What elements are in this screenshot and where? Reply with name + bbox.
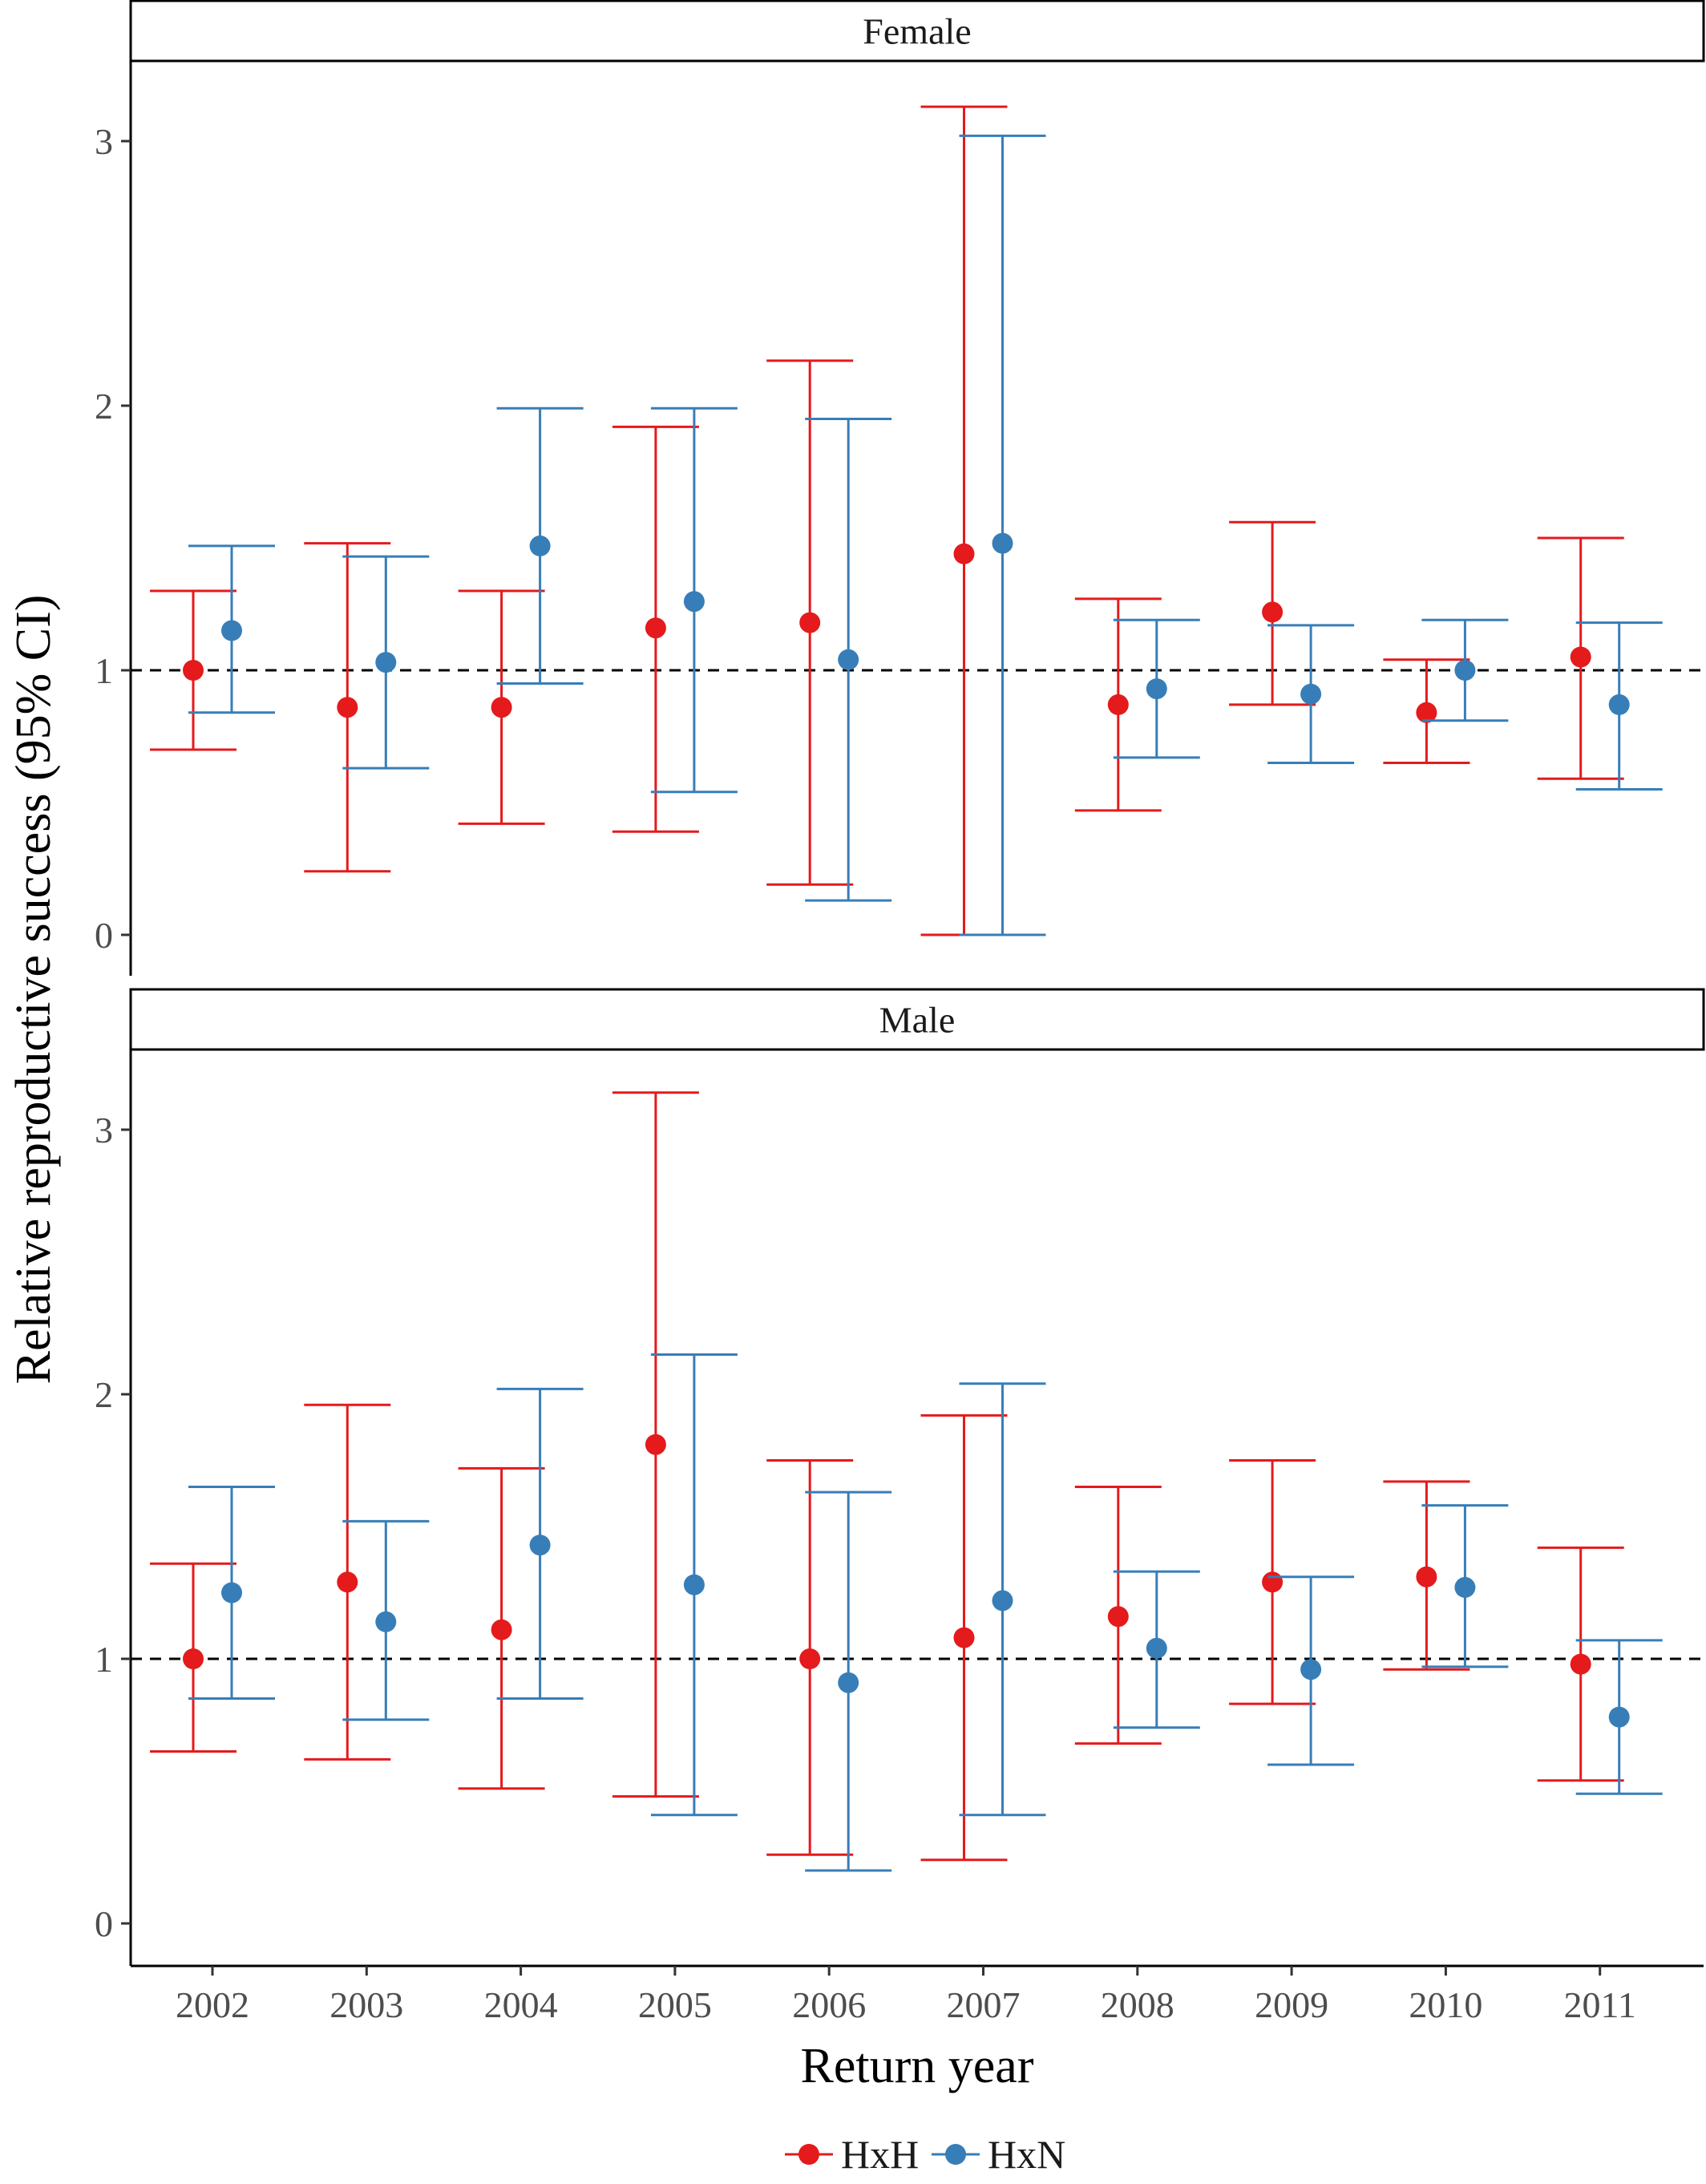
point-hxn <box>221 620 242 641</box>
x-tick-label: 2011 <box>1564 1984 1636 2025</box>
y-tick-label: 2 <box>95 1374 113 1415</box>
point-hxn <box>529 535 551 556</box>
point-hxn <box>683 591 705 613</box>
x-tick-label: 2010 <box>1409 1984 1482 2025</box>
point-hxn <box>1454 1576 1476 1598</box>
point-hxh <box>1570 1653 1591 1675</box>
point-hxh <box>1262 1571 1284 1593</box>
x-tick-label: 2008 <box>1101 1984 1174 2025</box>
point-hxh <box>953 543 975 564</box>
legend-label: HxN <box>988 2132 1065 2177</box>
point-hxh <box>1570 646 1591 668</box>
legend-label: HxH <box>841 2132 919 2177</box>
point-hxn <box>838 649 859 670</box>
point-hxh <box>799 612 821 633</box>
point-hxn <box>1146 1637 1167 1659</box>
series-hxn <box>188 134 1663 936</box>
panels-layer: Female 0 1 2 3 Male 0 1 2 3 2002 2003 2004 2005 2006 20… <box>95 0 1705 2025</box>
point-hxn <box>375 1611 397 1632</box>
legend-key-point <box>798 2144 819 2165</box>
strip-label: Male <box>879 1000 956 1041</box>
legend-key-point <box>945 2144 966 2165</box>
point-hxn <box>683 1574 705 1596</box>
point-hxn <box>992 1590 1013 1612</box>
point-hxh <box>183 660 204 681</box>
series-hxn <box>188 1353 1663 1872</box>
point-hxn <box>529 1535 551 1556</box>
strip-label: Female <box>863 11 971 52</box>
point-hxh <box>337 1571 358 1593</box>
point-hxn <box>1454 660 1476 681</box>
point-hxh <box>491 697 512 718</box>
y-tick-label: 2 <box>95 386 113 427</box>
point-hxh <box>1107 1606 1129 1628</box>
point-hxh <box>1416 1566 1437 1587</box>
x-tick-label: 2005 <box>638 1984 712 2025</box>
point-hxh <box>491 1619 512 1640</box>
x-axis-title: Return year <box>801 2039 1034 2093</box>
y-axis-title: Relative reproductive success (95% CI) <box>6 595 61 1385</box>
point-hxh <box>645 617 666 639</box>
point-hxn <box>1608 694 1630 715</box>
point-hxn <box>838 1672 859 1693</box>
series-hxh <box>150 105 1624 936</box>
point-hxn <box>1608 1706 1630 1728</box>
panel-female: Female 0 1 2 3 <box>95 0 1705 976</box>
x-tick-label: 2002 <box>176 1984 249 2025</box>
x-tick-label: 2009 <box>1255 1984 1328 2025</box>
point-hxh <box>183 1648 204 1669</box>
strip-box <box>129 0 1705 63</box>
y-tick-label: 0 <box>95 1903 113 1944</box>
legend: HxH HxN <box>785 2132 1065 2177</box>
point-hxn <box>1300 683 1322 705</box>
panel-male: Male 0 1 2 3 2002 2003 2004 2005 2006 2007 2008 2009… <box>95 988 1705 2025</box>
y-tick-label: 3 <box>95 121 113 162</box>
x-tick-label: 2003 <box>329 1984 403 2025</box>
x-tick-label: 2006 <box>792 1984 866 2025</box>
point-hxh <box>953 1627 975 1648</box>
point-hxn <box>1146 678 1167 700</box>
point-hxh <box>1262 601 1284 623</box>
y-tick-label: 1 <box>95 650 113 691</box>
point-hxn <box>221 1582 242 1604</box>
x-tick-label: 2007 <box>947 1984 1021 2025</box>
y-tick-label: 1 <box>95 1639 113 1680</box>
point-hxh <box>799 1648 821 1669</box>
point-hxn <box>992 532 1013 554</box>
y-tick-label: 3 <box>95 1110 113 1151</box>
y-tick-label: 0 <box>95 915 113 956</box>
point-hxn <box>1300 1659 1322 1680</box>
point-hxh <box>1107 694 1129 715</box>
point-hxh <box>1416 702 1437 723</box>
point-hxh <box>337 697 358 718</box>
strip-box <box>129 988 1705 1051</box>
legend-entry-hxn: HxN <box>932 2132 1065 2177</box>
legend-entry-hxh: HxH <box>785 2132 919 2177</box>
x-tick-label: 2004 <box>484 1984 558 2025</box>
point-hxn <box>375 652 397 673</box>
series-hxh <box>150 1091 1624 1862</box>
point-hxh <box>645 1434 666 1455</box>
